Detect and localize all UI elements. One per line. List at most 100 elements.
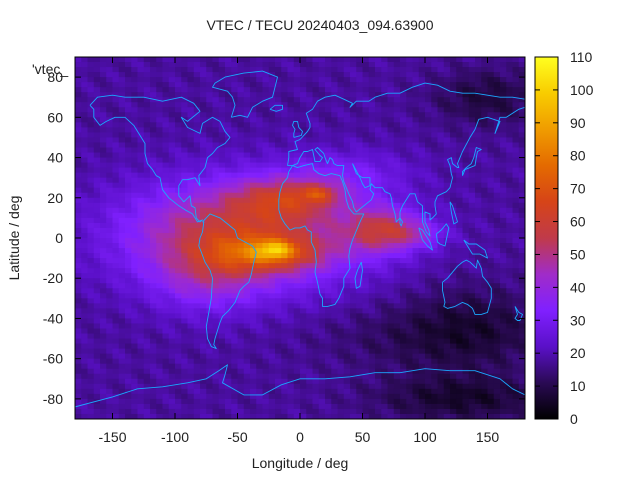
- grid-cell: [356, 243, 364, 249]
- grid-cell: [337, 238, 345, 244]
- grid-cell: [312, 348, 320, 355]
- grid-cell: [312, 313, 320, 320]
- grid-cell: [268, 308, 276, 315]
- grid-cell: [393, 77, 401, 83]
- grid-cell: [250, 87, 257, 93]
- grid-cell: [268, 323, 276, 330]
- grid-cell: [368, 368, 376, 375]
- grid-cell: [218, 383, 226, 390]
- grid-cell: [112, 248, 120, 254]
- grid-cell: [425, 72, 432, 78]
- grid-cell: [500, 398, 507, 405]
- grid-cell: [93, 62, 101, 68]
- grid-cell: [175, 57, 182, 63]
- grid-cell: [512, 62, 520, 68]
- grid-cell: [362, 388, 370, 395]
- grid-cell: [337, 207, 345, 214]
- grid-cell: [500, 278, 507, 284]
- grid-cell: [275, 298, 282, 304]
- grid-cell: [425, 293, 432, 299]
- grid-cell: [118, 132, 126, 139]
- grid-cell: [437, 278, 445, 284]
- grid-cell: [125, 72, 132, 78]
- grid-cell: [118, 227, 126, 234]
- grid-cell: [143, 147, 151, 154]
- grid-cell: [212, 273, 220, 279]
- grid-cell: [231, 107, 239, 113]
- grid-cell: [456, 72, 464, 78]
- grid-cell: [493, 353, 501, 360]
- grid-cell: [250, 62, 257, 68]
- grid-cell: [162, 388, 170, 395]
- grid-cell: [275, 258, 282, 264]
- grid-cell: [106, 137, 114, 144]
- grid-cell: [225, 353, 232, 360]
- grid-cell: [512, 363, 520, 370]
- grid-cell: [506, 353, 514, 360]
- grid-cell: [225, 363, 232, 370]
- grid-cell: [362, 313, 370, 320]
- grid-cell: [143, 127, 151, 134]
- grid-cell: [156, 127, 164, 134]
- grid-cell: [231, 192, 239, 199]
- grid-cell: [350, 313, 357, 320]
- grid-cell: [381, 62, 389, 68]
- grid-cell: [225, 207, 232, 214]
- grid-cell: [143, 303, 151, 309]
- grid-cell: [475, 172, 482, 179]
- grid-cell: [206, 222, 214, 229]
- grid-cell: [275, 248, 282, 254]
- grid-cell: [368, 348, 376, 355]
- grid-cell: [137, 162, 145, 169]
- grid-cell: [412, 243, 420, 249]
- grid-cell: [137, 288, 145, 294]
- grid-cell: [400, 167, 407, 174]
- grid-cell: [200, 398, 207, 405]
- grid-cell: [456, 117, 464, 123]
- grid-cell: [268, 122, 276, 128]
- grid-cell: [75, 177, 82, 184]
- grid-cell: [237, 278, 245, 284]
- grid-cell: [162, 62, 170, 68]
- grid-cell: [412, 167, 420, 174]
- grid-cell: [293, 268, 301, 274]
- grid-cell: [193, 222, 201, 229]
- grid-cell: [450, 323, 457, 330]
- grid-cell: [100, 268, 107, 274]
- grid-cell: [250, 368, 257, 375]
- grid-cell: [518, 293, 525, 299]
- grid-cell: [106, 132, 114, 139]
- grid-cell: [156, 162, 164, 169]
- grid-cell: [75, 353, 82, 360]
- grid-cell: [237, 152, 245, 159]
- grid-cell: [393, 107, 401, 113]
- grid-cell: [187, 258, 195, 264]
- grid-cell: [331, 112, 339, 118]
- grid-cell: [262, 368, 270, 375]
- grid-cell: [506, 207, 514, 214]
- grid-cell: [406, 308, 414, 315]
- grid-cell: [112, 162, 120, 169]
- grid-cell: [487, 132, 495, 139]
- grid-cell: [368, 243, 376, 249]
- grid-cell: [418, 62, 426, 68]
- grid-cell: [412, 293, 420, 299]
- grid-cell: [512, 147, 520, 154]
- grid-cell: [393, 177, 401, 184]
- grid-cell: [350, 102, 357, 108]
- grid-cell: [100, 238, 107, 244]
- grid-cell: [443, 393, 451, 400]
- grid-cell: [100, 77, 107, 83]
- grid-cell: [281, 172, 289, 179]
- grid-cell: [406, 293, 414, 299]
- grid-cell: [100, 172, 107, 179]
- grid-cell: [250, 333, 257, 340]
- grid-cell: [312, 222, 320, 229]
- grid-cell: [350, 222, 357, 229]
- grid-cell: [125, 142, 132, 149]
- grid-cell: [100, 248, 107, 254]
- grid-cell: [231, 137, 239, 144]
- grid-cell: [406, 248, 414, 254]
- grid-cell: [256, 303, 264, 309]
- grid-cell: [450, 373, 457, 380]
